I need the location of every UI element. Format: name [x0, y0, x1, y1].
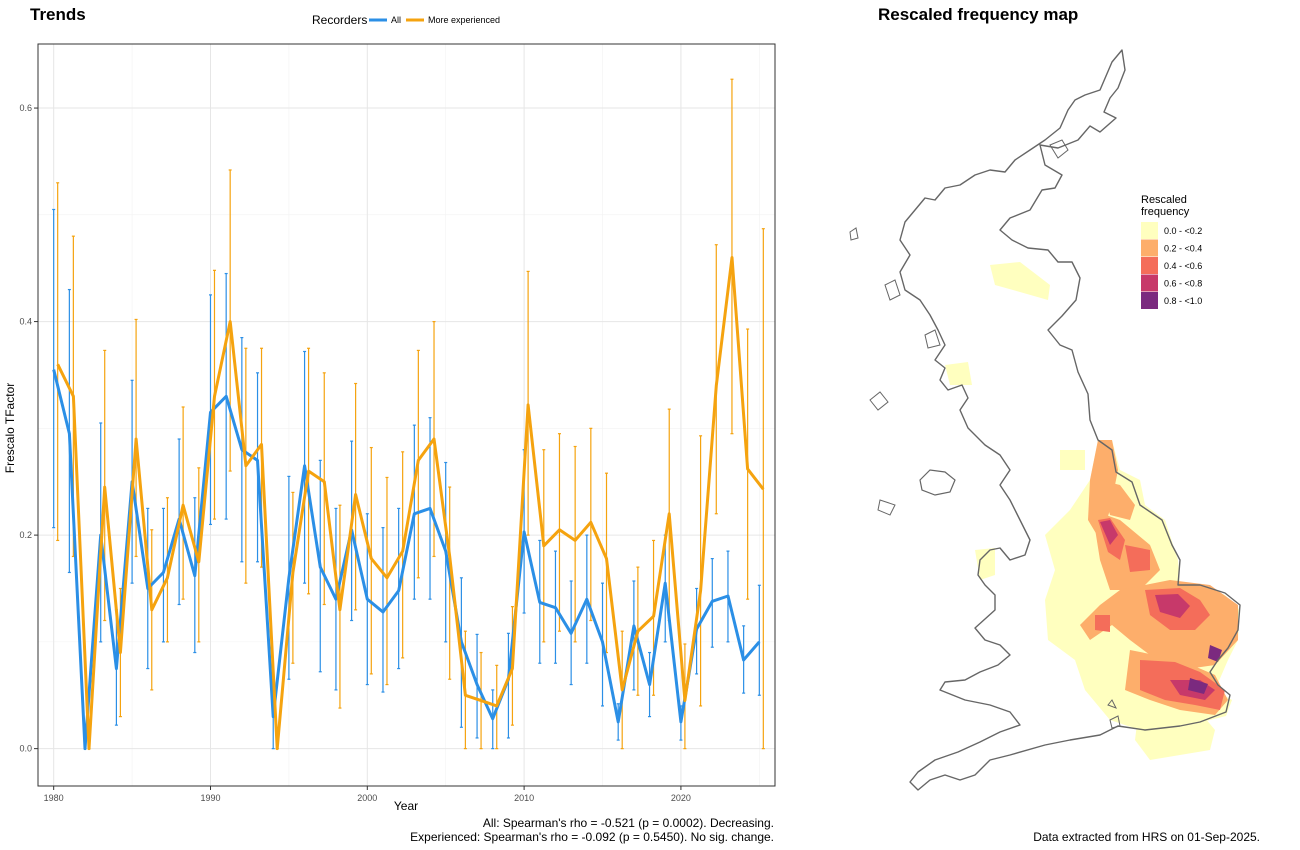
- island-outline-3: [924, 329, 941, 349]
- map-legend-swatch: [1141, 222, 1158, 239]
- series-lines: [52, 256, 765, 751]
- legend-label-experienced: More experienced: [428, 15, 500, 25]
- island-outline-8: [1107, 699, 1118, 709]
- map-legend-title-line1: Rescaled: [1141, 194, 1187, 206]
- chart-legend: Recorders All More experienced: [312, 13, 500, 27]
- x-tick-label: 2000: [357, 793, 377, 803]
- uk-map: [849, 49, 1241, 791]
- x-tick-label: 1990: [200, 793, 220, 803]
- map-legend-label: 0.4 - <0.6: [1164, 261, 1202, 271]
- freq-zone-low-2: [1060, 450, 1085, 470]
- freq-zone-low-south: [1135, 700, 1215, 760]
- freq-zone-high-2: [1125, 545, 1150, 572]
- x-axis-title: Year: [394, 799, 418, 813]
- map-title: Rescaled frequency map: [878, 5, 1079, 24]
- frequency-cells: [945, 262, 1240, 760]
- data-source-caption: Data extracted from HRS on 01-Sep-2025.: [1033, 830, 1260, 844]
- x-tick-label: 2020: [671, 793, 691, 803]
- x-tick-label: 1980: [44, 793, 64, 803]
- freq-zone-max-1: [1188, 678, 1208, 694]
- freq-zone-mid-yorks: [1100, 480, 1135, 520]
- x-tick-label: 2010: [514, 793, 534, 803]
- y-tick-label: 0.0: [19, 744, 32, 754]
- freq-zone-low-west: [975, 548, 995, 580]
- series-line-all: [52, 369, 761, 751]
- legend-title: Recorders: [312, 13, 367, 27]
- map-legend-label: 0.8 - <1.0: [1164, 296, 1202, 306]
- freq-zone-high-4: [1095, 615, 1110, 632]
- freq-zone-vhigh-1: [1100, 520, 1118, 545]
- map-legend-label: 0.6 - <0.8: [1164, 279, 1202, 289]
- trend-statistics-caption: All: Spearman's rho = -0.521 (p = 0.0002…: [410, 816, 774, 844]
- trends-title: Trends: [30, 5, 86, 24]
- grid: [38, 44, 775, 786]
- series-line-experienced: [56, 256, 765, 751]
- map-legend-title-line2: frequency: [1141, 206, 1190, 218]
- island-outline-4: [884, 279, 901, 301]
- y-axis-title: Frescalo TFactor: [3, 383, 17, 473]
- caption-all: All: Spearman's rho = -0.521 (p = 0.0002…: [482, 816, 774, 830]
- freq-zone-low-north: [990, 262, 1050, 300]
- y-tick-label: 0.4: [19, 317, 32, 327]
- freq-zone-max-2: [1208, 645, 1222, 662]
- plot-border: [37, 43, 776, 787]
- map-legend-swatch: [1141, 257, 1158, 274]
- map-legend: Rescaled frequency 0.0 - <0.2 0.2 - <0.4 0…: [1141, 194, 1202, 309]
- map-legend-label: 0.0 - <0.2: [1164, 226, 1202, 236]
- island-outline-5: [849, 227, 859, 241]
- freq-zone-vhigh-2: [1155, 594, 1190, 618]
- legend-label-all: All: [391, 15, 401, 25]
- island-outline-6: [1049, 139, 1069, 159]
- caption-experienced: Experienced: Spearman's rho = -0.092 (p …: [410, 830, 774, 844]
- y-axis: 0.0 0.2 0.4 0.6: [19, 103, 38, 754]
- map-legend-swatch: [1141, 239, 1158, 257]
- island-outline-7: [1109, 715, 1121, 729]
- freq-zone-low-clyde: [945, 362, 972, 385]
- error-bars: [52, 78, 765, 750]
- map-legend-swatch: [1141, 274, 1158, 292]
- y-tick-label: 0.6: [19, 103, 32, 113]
- britain-outline: [899, 49, 1241, 791]
- island-outline-1: [877, 499, 896, 516]
- map-legend-label: 0.2 - <0.4: [1164, 244, 1202, 254]
- isle-of-man-outline: [919, 469, 956, 496]
- x-axis: 1980 1990 2000 2010 2020: [44, 786, 691, 803]
- y-tick-label: 0.2: [19, 530, 32, 540]
- map-legend-swatch: [1141, 292, 1158, 309]
- island-outline-2: [869, 391, 889, 411]
